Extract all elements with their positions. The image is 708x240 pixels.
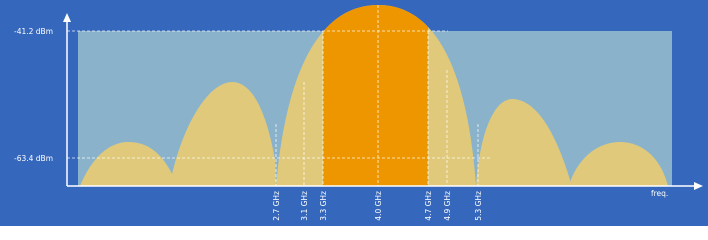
y-arrow — [63, 13, 71, 22]
marker-label: 2.7 GHz — [272, 191, 281, 221]
marker-label: 4.9 GHz — [443, 191, 452, 221]
marker-label: 4.0 GHz — [374, 191, 383, 221]
marker-label: 4.7 GHz — [424, 191, 433, 221]
level-label: -63.4 dBm — [14, 154, 53, 163]
side-lobe — [476, 99, 570, 186]
marker-label: 5.3 GHz — [474, 191, 483, 221]
marker-label: 3.1 GHz — [300, 191, 309, 221]
marker-label: 3.3 GHz — [319, 191, 328, 221]
x-arrow — [694, 182, 703, 190]
guides — [67, 5, 490, 186]
axis-label: freq. — [651, 189, 668, 198]
band-region — [323, 5, 428, 186]
side-lobe — [172, 82, 276, 186]
side-lobe — [570, 142, 668, 186]
level-label: -41.2 dBm — [14, 27, 53, 36]
diagram: freq. -41.2 dBm -63.4 dBm 2.7 GHz 3.1 GHz 3.… — [0, 0, 708, 226]
side-lobe — [80, 142, 175, 186]
